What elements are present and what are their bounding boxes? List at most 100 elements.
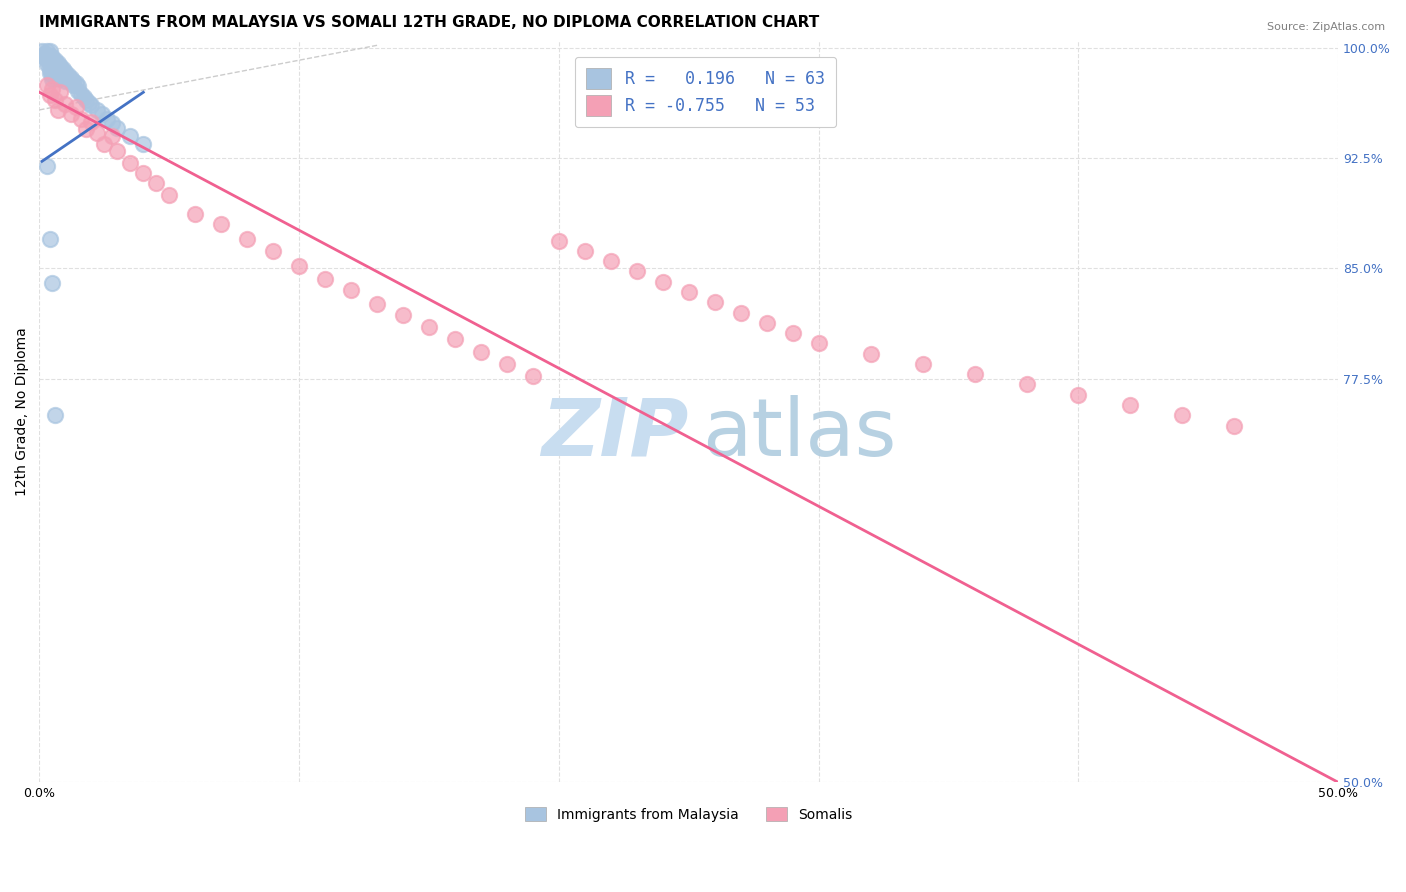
Point [288, 259, 311, 273]
Point [44, 93, 66, 107]
Point [157, 188, 180, 202]
Point [31, 44, 53, 58]
Text: ZIP: ZIP [541, 395, 689, 473]
Point [49, 59, 72, 73]
Point [496, 357, 519, 371]
Point [44, 62, 66, 76]
Text: IMMIGRANTS FROM MALAYSIA VS SOMALI 12TH GRADE, NO DIPLOMA CORRELATION CHART: IMMIGRANTS FROM MALAYSIA VS SOMALI 12TH … [39, 15, 820, 30]
Point [392, 309, 415, 323]
Point [209, 218, 232, 232]
Point [55, 64, 77, 78]
Point [59, 75, 82, 89]
Point [807, 336, 830, 351]
Point [105, 144, 128, 158]
Point [120, 129, 142, 144]
Point [41, 68, 63, 82]
Point [49, 85, 72, 99]
Point [65, 100, 87, 114]
Point [46, 60, 69, 74]
Point [67, 79, 90, 94]
Point [46, 56, 69, 70]
Point [101, 116, 124, 130]
Point [90, 107, 112, 121]
Point [37, 44, 59, 58]
Point [963, 367, 986, 381]
Point [44, 70, 66, 85]
Point [38, 66, 60, 80]
Point [34, 50, 56, 64]
Point [340, 284, 363, 298]
Point [184, 207, 207, 221]
Point [70, 87, 93, 101]
Point [145, 177, 167, 191]
Point [62, 73, 84, 87]
Point [236, 232, 259, 246]
Point [44, 66, 66, 80]
Point [59, 107, 82, 121]
Point [38, 48, 60, 62]
Point [37, 48, 59, 62]
Point [55, 73, 77, 87]
Point [1171, 409, 1194, 423]
Point [52, 62, 75, 76]
Point [37, 78, 59, 92]
Point [678, 285, 700, 299]
Point [911, 357, 934, 371]
Point [49, 63, 72, 78]
Point [55, 69, 77, 83]
Point [470, 345, 492, 359]
Point [46, 69, 69, 83]
Point [52, 66, 75, 80]
Point [1067, 388, 1090, 402]
Point [56, 68, 79, 82]
Point [65, 77, 87, 91]
Point [72, 89, 94, 103]
Point [96, 112, 118, 126]
Point [41, 50, 63, 64]
Point [93, 136, 115, 151]
Point [37, 57, 59, 71]
Point [86, 127, 108, 141]
Point [75, 122, 97, 136]
Point [55, 97, 77, 112]
Point [38, 88, 60, 103]
Point [600, 254, 623, 268]
Point [62, 78, 84, 92]
Point [1119, 398, 1142, 412]
Point [70, 112, 93, 126]
Point [38, 232, 60, 246]
Point [366, 296, 388, 310]
Point [41, 63, 63, 78]
Point [56, 72, 79, 87]
Text: atlas: atlas [702, 395, 896, 473]
Point [44, 409, 66, 423]
Point [522, 368, 544, 383]
Point [46, 103, 69, 117]
Text: Source: ZipAtlas.com: Source: ZipAtlas.com [1267, 22, 1385, 32]
Point [651, 275, 673, 289]
Point [75, 93, 97, 107]
Point [41, 72, 63, 87]
Legend: Immigrants from Malaysia, Somalis: Immigrants from Malaysia, Somalis [519, 801, 858, 827]
Point [86, 103, 108, 117]
Point [444, 332, 467, 346]
Point [262, 244, 284, 258]
Point [314, 271, 336, 285]
Point [548, 234, 571, 248]
Point [38, 62, 60, 76]
Point [132, 136, 155, 151]
Point [574, 244, 596, 258]
Point [46, 64, 69, 78]
Y-axis label: 12th Grade, No Diploma: 12th Grade, No Diploma [15, 327, 30, 496]
Point [41, 276, 63, 290]
Point [49, 72, 72, 87]
Point [41, 82, 63, 96]
Point [418, 320, 440, 334]
Point [77, 95, 100, 110]
Point [49, 68, 72, 82]
Point [859, 346, 882, 360]
Point [105, 120, 128, 135]
Point [1223, 418, 1246, 433]
Point [38, 44, 60, 58]
Point [703, 295, 725, 310]
